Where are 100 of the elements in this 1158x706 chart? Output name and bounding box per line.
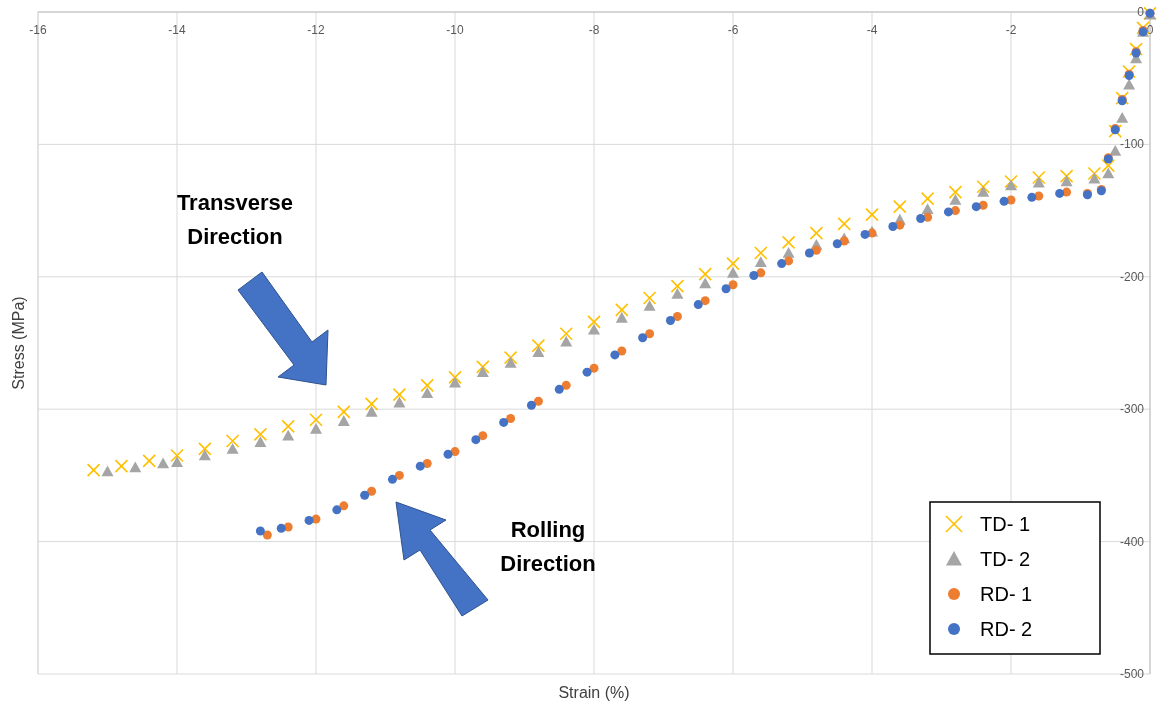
y-axis-title: Stress (MPa) [10,296,27,390]
x-tick-label: -2 [1005,23,1017,37]
point [727,266,739,278]
point [337,405,351,419]
point [142,454,156,468]
point [728,280,738,290]
y-tick-label: -400 [1119,534,1145,549]
x-tick-label: -14 [168,23,186,37]
point [393,396,406,408]
point [749,270,759,280]
point [506,413,516,423]
legend-label: TD- 1 [980,513,1030,535]
point [532,346,545,358]
point [860,229,870,239]
point [1109,145,1122,156]
annotation: Rolling Direction [500,517,596,576]
point [782,246,795,258]
point [554,384,564,394]
point [589,363,599,373]
point [615,303,629,317]
point [1116,111,1129,123]
point [226,442,239,454]
point [754,246,768,260]
point [645,329,655,339]
point [157,457,170,469]
point [1102,167,1115,179]
point [1101,158,1116,173]
point [1032,170,1046,185]
point [504,356,517,368]
point [262,530,272,540]
point [387,474,397,484]
point [582,367,592,377]
point [1027,192,1037,202]
point [114,459,129,473]
point [726,256,740,271]
point [698,267,712,281]
point [756,268,766,278]
y-tick-label: 0 [1137,5,1145,19]
point [721,284,731,294]
point [476,360,490,374]
point [198,449,211,461]
point [588,323,600,335]
point [304,515,314,525]
point [920,191,935,206]
point [309,412,323,427]
point [948,185,963,199]
point [499,417,509,427]
point [777,259,787,269]
point [254,436,267,448]
point [671,288,684,299]
point [832,239,842,249]
point [921,203,934,215]
point [700,296,710,306]
point [1055,188,1065,198]
point [281,419,295,434]
point [448,370,462,385]
point [949,194,962,205]
point [449,376,461,388]
point [672,312,682,322]
point [1087,166,1102,181]
x-tick-label: -12 [307,23,325,37]
point [893,199,907,214]
point [699,277,712,289]
point [1122,64,1136,79]
point [101,465,114,477]
point [1059,169,1074,183]
point [253,427,268,442]
point [421,387,434,399]
point [916,214,926,224]
point [560,335,573,347]
legend-label: RD- 2 [980,618,1033,640]
annotation: Transverse Direction [176,190,294,249]
point [943,207,953,217]
point [1088,172,1101,184]
legend-label: TD- 2 [980,548,1030,570]
point [781,235,796,250]
point [999,196,1009,206]
point [364,397,379,411]
point [670,279,685,293]
point [526,400,536,410]
point [977,186,990,197]
x-tick-label: -6 [727,23,739,37]
point [1004,174,1018,189]
point [415,461,425,471]
point [339,501,349,511]
point [865,207,879,222]
point [367,486,377,496]
x-axis-title: Strain (%) [558,684,630,701]
point [610,350,620,360]
point [559,326,573,341]
y-tick-label: -200 [1119,269,1145,284]
point [1060,175,1073,187]
point [754,256,767,268]
point [360,490,370,500]
x-tick-label: -10 [446,23,464,37]
point [198,442,212,456]
x-tick-label: 0 [1146,23,1154,37]
point [450,447,460,457]
x-tick-label: -16 [29,23,47,37]
point [276,523,286,533]
